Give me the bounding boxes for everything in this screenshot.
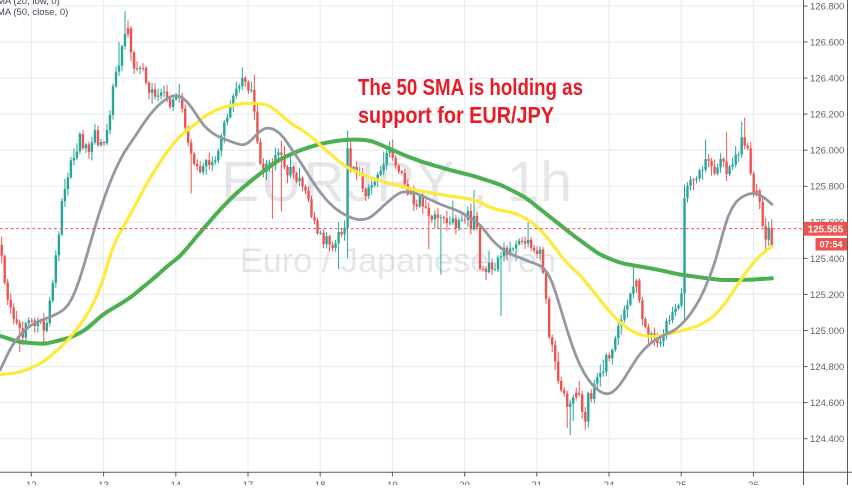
svg-text:17: 17 — [243, 480, 254, 485]
svg-text:19: 19 — [387, 480, 398, 485]
svg-text:12: 12 — [26, 480, 37, 485]
svg-text:124.800: 124.800 — [810, 362, 844, 373]
svg-text:125.000: 125.000 — [810, 326, 844, 337]
svg-text:125.800: 125.800 — [810, 182, 844, 193]
svg-text:20: 20 — [459, 480, 470, 485]
svg-text:MA (50, close, 0): MA (50, close, 0) — [0, 7, 68, 18]
svg-text:124.600: 124.600 — [810, 398, 844, 409]
svg-text:126.800: 126.800 — [810, 1, 844, 12]
svg-text:25: 25 — [676, 480, 687, 485]
svg-text:24: 24 — [604, 480, 615, 485]
svg-text:07:54: 07:54 — [819, 240, 842, 250]
svg-text:The 50 SMA is holding as: The 50 SMA is holding as — [358, 74, 583, 100]
svg-text:support for EUR/JPY: support for EUR/JPY — [358, 102, 554, 128]
svg-text:126.000: 126.000 — [810, 146, 844, 157]
svg-text:124.400: 124.400 — [810, 434, 844, 445]
svg-text:MA (20, low, 0): MA (20, low, 0) — [0, 0, 60, 7]
svg-text:18: 18 — [315, 480, 326, 485]
svg-text:126.600: 126.600 — [810, 37, 844, 48]
svg-text:14: 14 — [171, 480, 182, 485]
svg-text:125.565: 125.565 — [808, 224, 844, 235]
svg-text:26: 26 — [748, 480, 759, 485]
svg-text:13: 13 — [98, 480, 109, 485]
svg-text:21: 21 — [532, 480, 543, 485]
svg-text:126.400: 126.400 — [810, 74, 844, 85]
svg-text:125.200: 125.200 — [810, 290, 844, 301]
svg-text:Euro / Japanese Yen: Euro / Japanese Yen — [240, 242, 556, 280]
svg-text:125.400: 125.400 — [810, 254, 844, 265]
svg-text:126.200: 126.200 — [810, 110, 844, 121]
